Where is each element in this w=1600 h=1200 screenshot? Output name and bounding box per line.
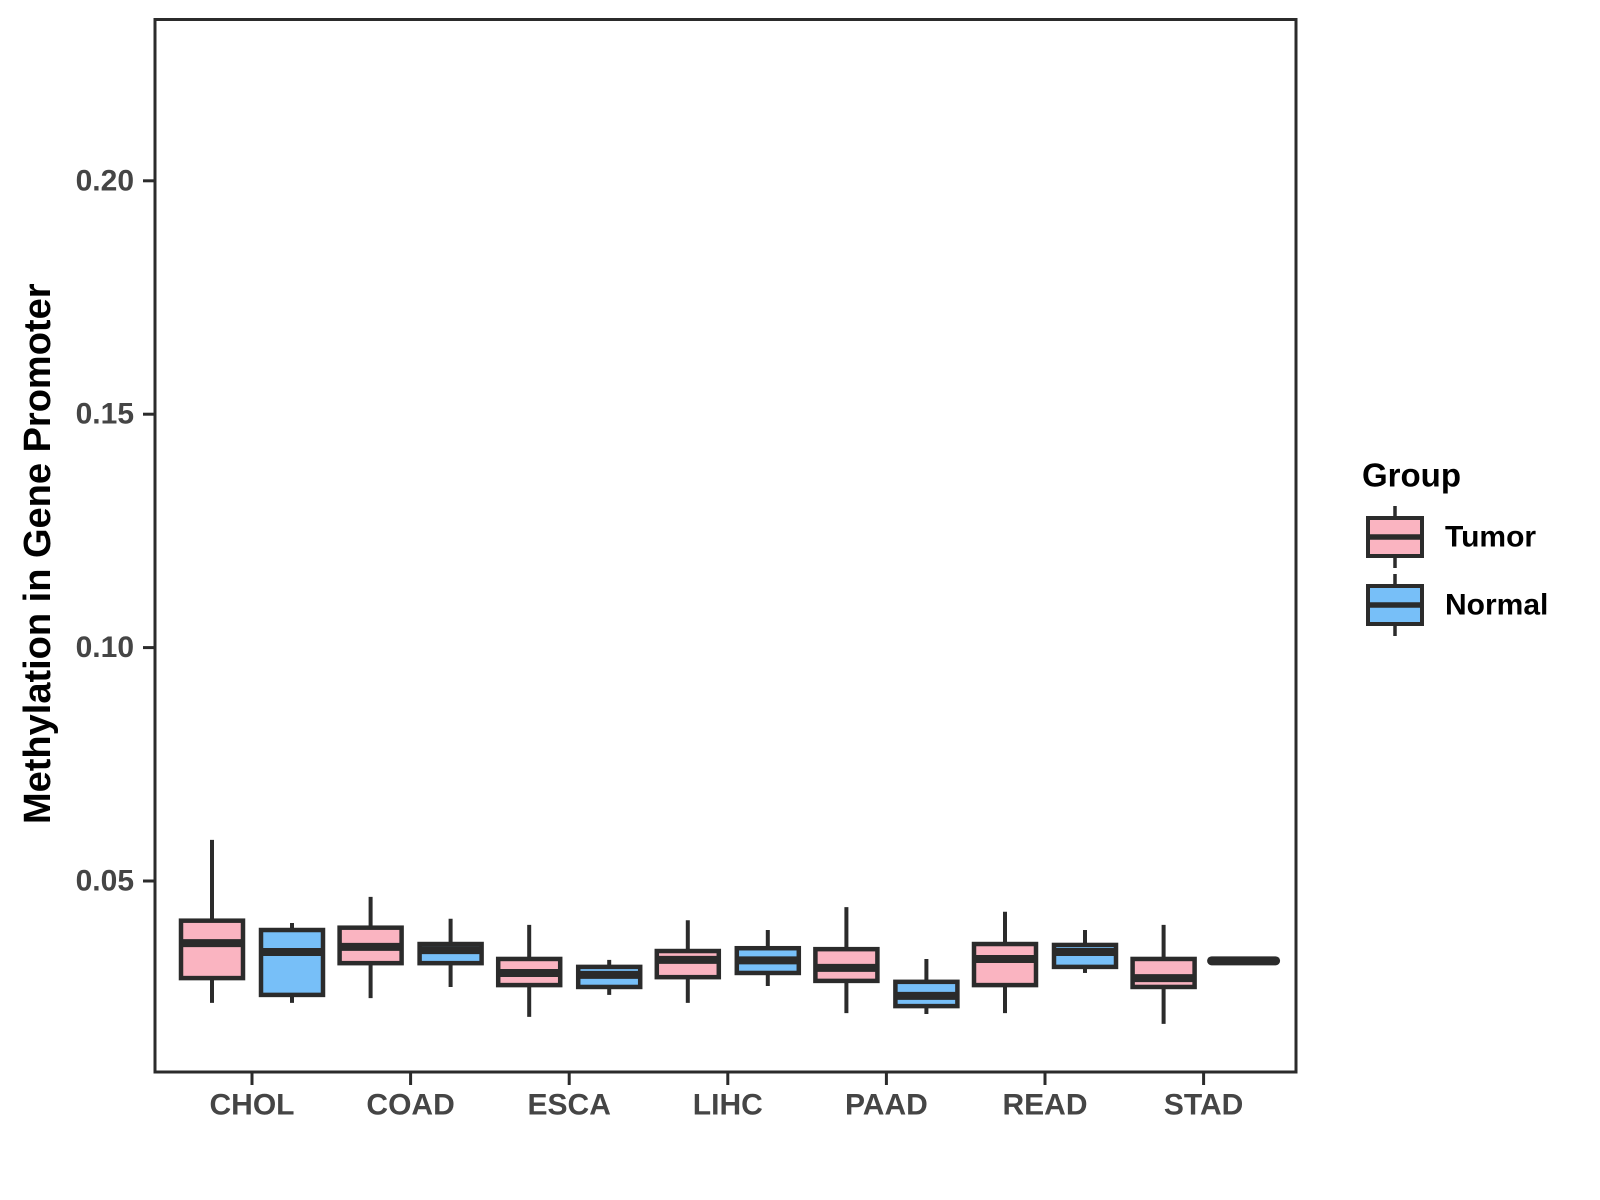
legend-title: Group [1362,457,1461,494]
x-tick-label-STAD: STAD [1164,1089,1243,1122]
x-tick-label-LIHC: LIHC [693,1089,763,1122]
y-tick-label-0.15: 0.15 [76,398,134,431]
x-tick-label-ESCA: ESCA [528,1089,611,1122]
x-tick-label-PAAD: PAAD [845,1089,928,1122]
plot-panel [153,18,1298,1074]
box-read-tumor-iqr [971,941,1039,988]
y-tick-label-0.05: 0.05 [76,865,134,898]
x-tick-label-READ: READ [1002,1089,1087,1122]
x-tick-label-CHOL: CHOL [210,1089,295,1122]
x-tick-label-COAD: COAD [366,1089,454,1122]
y-tick-label-0.10: 0.10 [76,631,134,664]
y-tick-label-0.20: 0.20 [76,164,134,197]
box-chol-tumor-iqr [178,918,246,981]
legend-label-normal: Normal [1445,589,1548,622]
box-lihc-tumor-iqr [654,948,722,980]
y-axis-title: Methylation in Gene Promoter [17,283,59,824]
box-stad-tumor-iqr [1130,956,1197,990]
legend-label-tumor: Tumor [1445,521,1536,554]
box-chol-normal-iqr [258,927,326,998]
